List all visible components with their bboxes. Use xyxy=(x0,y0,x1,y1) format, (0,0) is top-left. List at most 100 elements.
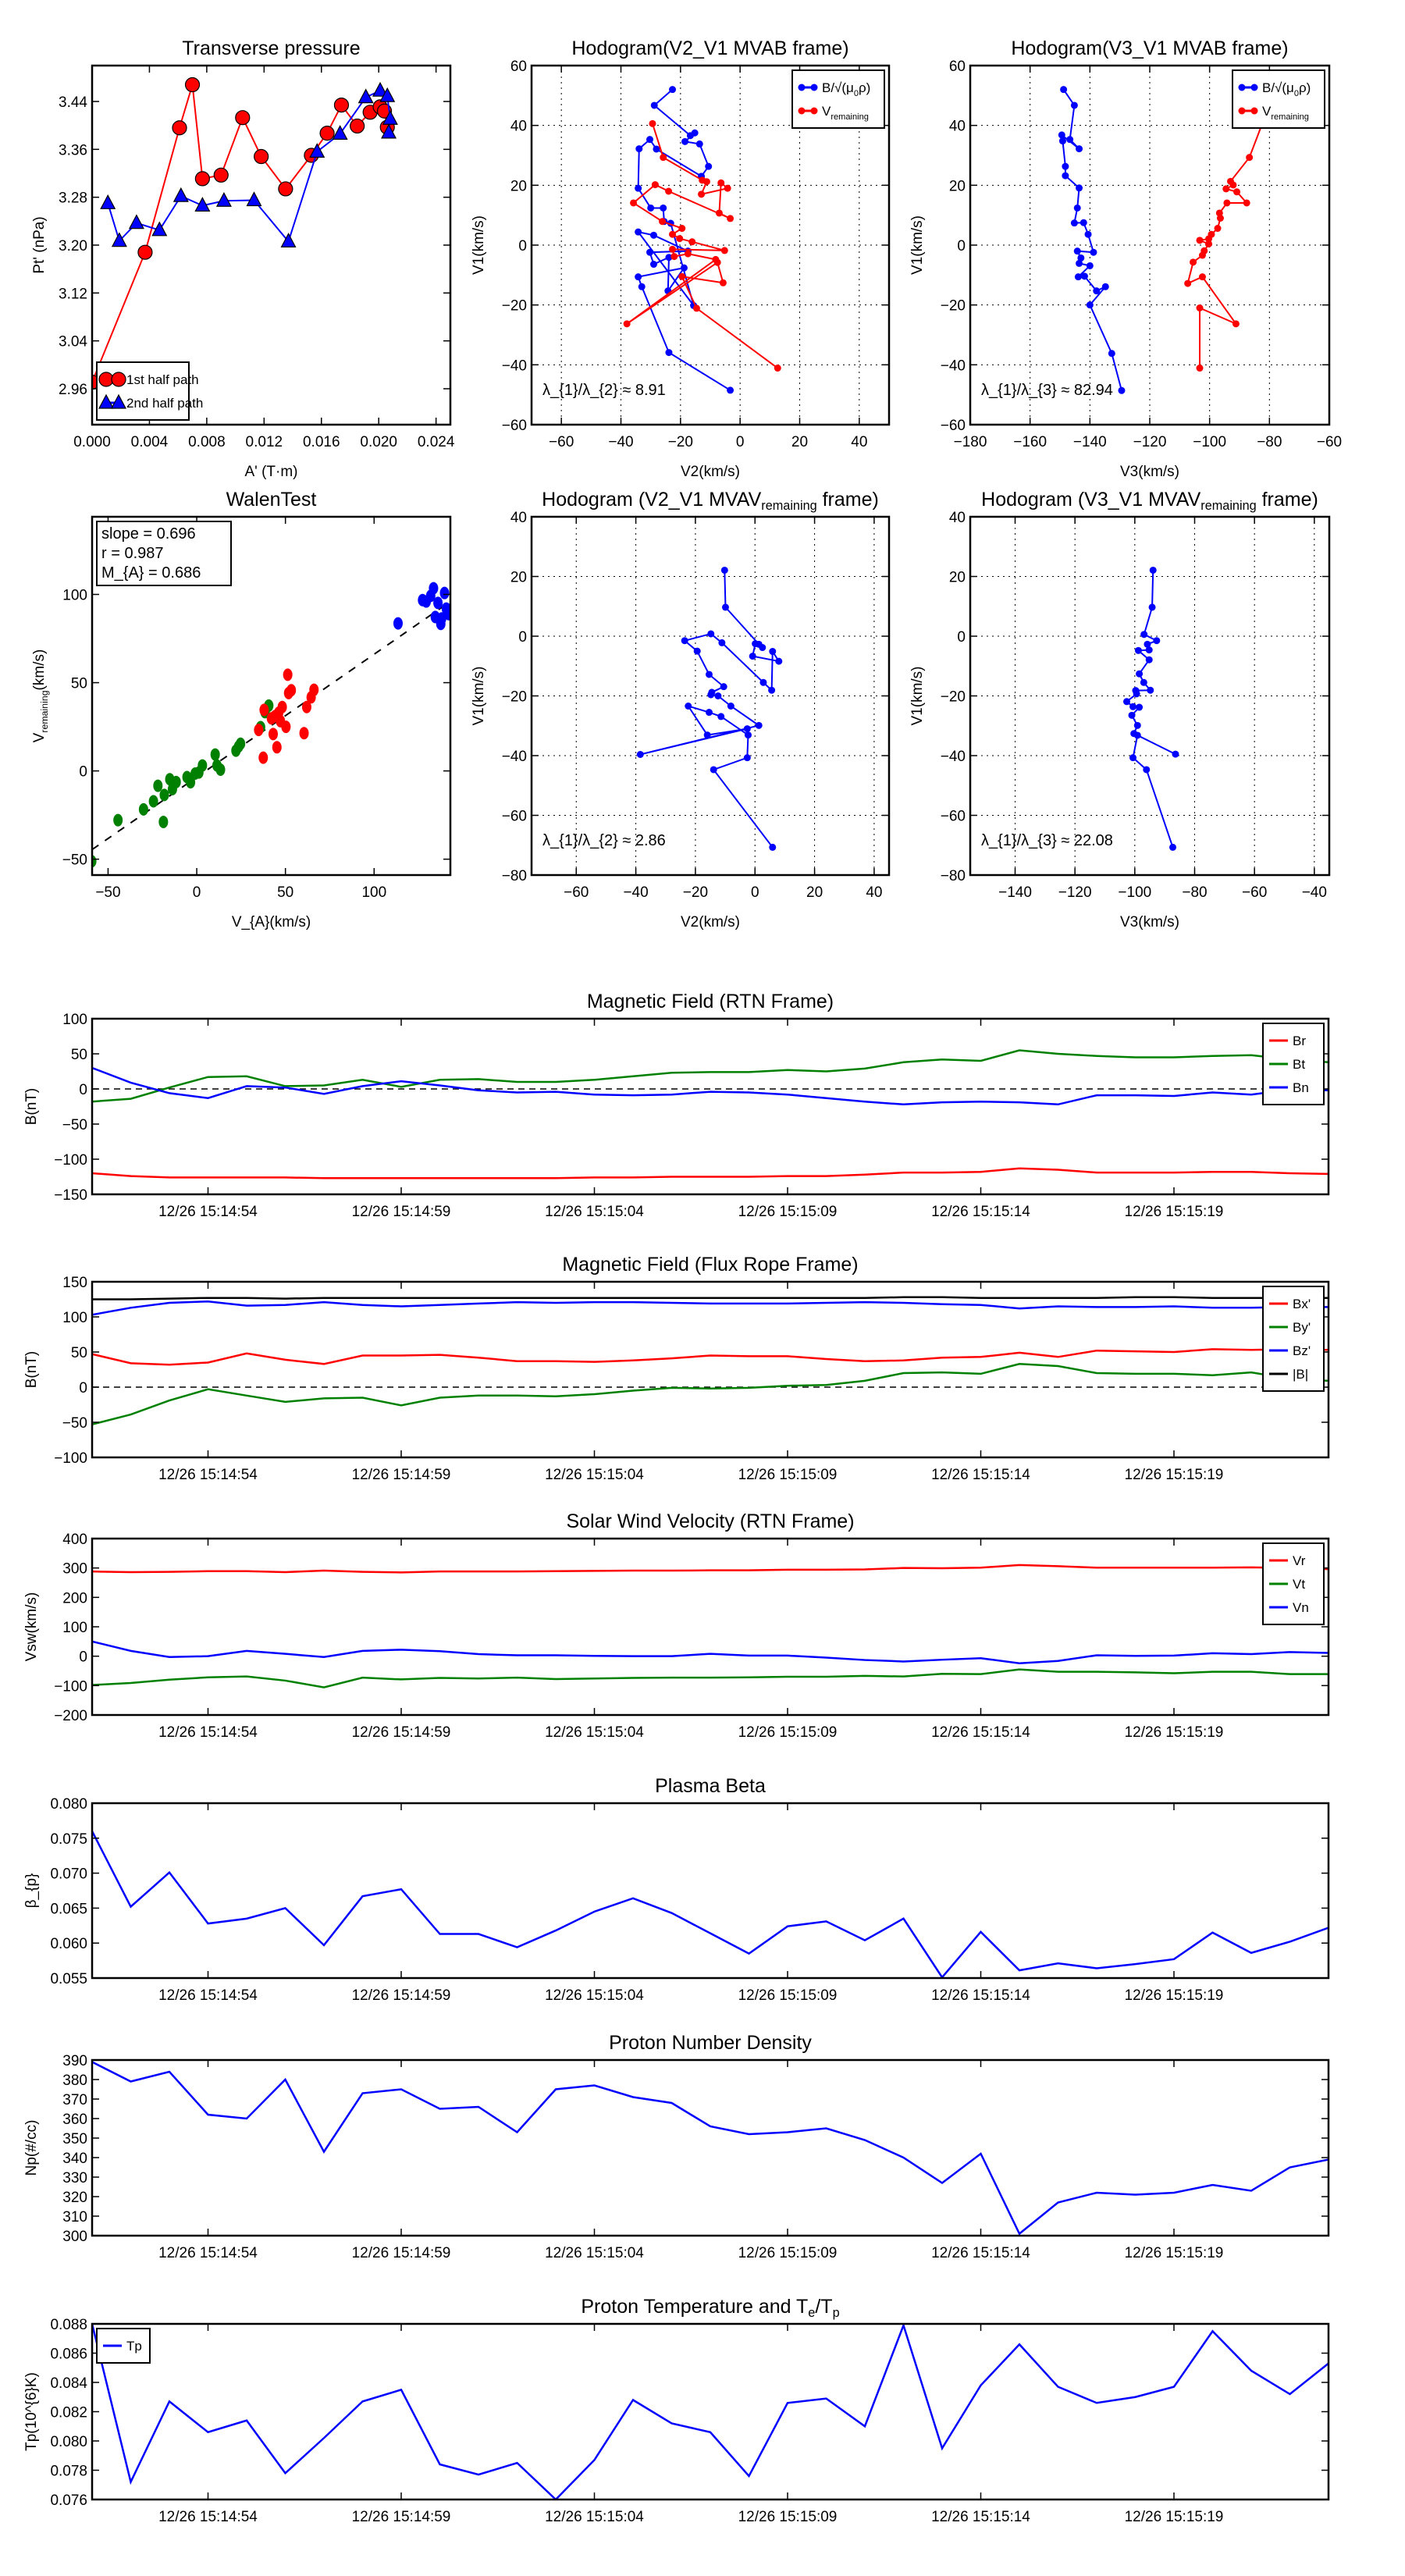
y-tick-label: 0.082 xyxy=(50,2405,87,2421)
data-point xyxy=(749,653,756,660)
data-point xyxy=(210,748,220,761)
x-axis-label: V2(km/s) xyxy=(681,914,740,930)
data-point xyxy=(153,779,163,792)
y-tick-label: 3.28 xyxy=(59,190,87,207)
data-point xyxy=(684,250,692,258)
data-point xyxy=(724,184,731,192)
data-point xyxy=(299,727,309,740)
data-point xyxy=(680,264,688,272)
y-tick-label: 0.070 xyxy=(50,1866,87,1883)
data-point xyxy=(1205,240,1213,247)
data-point xyxy=(379,87,396,102)
data-point xyxy=(1232,320,1240,328)
data-point xyxy=(669,230,677,238)
chart-3: −50 0 50 100 −50 0 50 100 WalenTest V_{A}(km/s) Vr… xyxy=(31,489,452,930)
x-tick-label: 12/26 15:15:04 xyxy=(545,2509,644,2525)
legend-frame xyxy=(96,361,190,421)
data-point xyxy=(128,214,144,229)
series-line xyxy=(92,1296,1329,1300)
x-axis-label: V2(km/s) xyxy=(681,464,740,480)
data-point xyxy=(1172,750,1179,758)
series-bx xyxy=(92,1348,1329,1366)
y-tick-label: 0 xyxy=(518,238,527,254)
x-tick-label: 0 xyxy=(193,884,201,901)
chart-title: Hodogram (V3_V1 MVAVremaining​ frame) xyxy=(981,489,1318,513)
legend-marker xyxy=(1238,84,1246,91)
y-axis-label: V1(km/s) xyxy=(471,215,487,275)
data-point xyxy=(1084,230,1092,238)
data-point xyxy=(692,304,700,312)
legend-marker xyxy=(1238,107,1246,115)
data-point xyxy=(1134,646,1142,654)
x-tick-label: 12/26 15:14:54 xyxy=(158,1204,258,1220)
y-tick-label: 0.065 xyxy=(50,1901,87,1917)
data-point xyxy=(1070,101,1078,109)
x-tick-label: 12/26 15:15:19 xyxy=(1125,1204,1224,1220)
plot-marks xyxy=(636,566,783,851)
y-tick-label: 0 xyxy=(957,238,966,254)
legend-marker xyxy=(98,372,114,387)
data-point xyxy=(727,215,735,222)
data-point xyxy=(660,204,667,212)
chart-title: Proton Number Density xyxy=(609,2032,812,2054)
series-b0 xyxy=(1058,86,1126,394)
data-point xyxy=(676,235,684,243)
x-tick-label: −60 xyxy=(549,434,574,450)
series-vn xyxy=(92,1640,1329,1664)
y-tick-label: 380 xyxy=(62,2073,87,2089)
data-point xyxy=(1073,204,1081,212)
data-point xyxy=(194,197,211,212)
y-tick-label: 0.088 xyxy=(50,2317,87,2333)
plot-area xyxy=(92,1019,1329,1194)
data-point xyxy=(660,154,667,162)
data-point xyxy=(1074,273,1082,281)
data-point xyxy=(636,750,644,758)
legend-frame xyxy=(791,69,885,129)
x-axis-label: V_{A}(km/s) xyxy=(232,914,311,930)
x-tick-label: 12/26 15:15:04 xyxy=(545,1204,644,1220)
x-axis-label: A' (T·m) xyxy=(245,464,298,480)
data-point xyxy=(769,648,777,656)
data-point xyxy=(743,725,751,733)
legend-frame xyxy=(96,2328,151,2364)
y-tick-label: 40 xyxy=(510,119,527,135)
y-tick-label: 0.080 xyxy=(50,1796,87,1813)
legend-label: Bt xyxy=(1293,1057,1305,1072)
y-tick-label: 0 xyxy=(79,1082,87,1098)
data-point xyxy=(1143,766,1151,774)
data-point xyxy=(759,678,767,686)
data-point xyxy=(1216,215,1224,222)
data-point xyxy=(301,700,311,713)
plot-marks xyxy=(92,582,450,868)
y-tick-label: 100 xyxy=(62,1310,87,1326)
data-point xyxy=(1133,731,1141,739)
x-tick-label: 12/26 15:15:04 xyxy=(545,2245,644,2261)
y-axis-label: Pt' (nPa) xyxy=(31,216,48,273)
data-point xyxy=(1101,283,1109,290)
legend-label: Vr xyxy=(1293,1553,1306,1568)
data-point xyxy=(1153,637,1161,645)
chart-2: −180 −160 −140 −120 −100 −80 −60 −60 −40 −20 0 20 40… xyxy=(909,37,1342,480)
data-point xyxy=(705,162,713,170)
data-point xyxy=(272,741,282,754)
data-point xyxy=(646,136,654,144)
y-tick-label: 60 xyxy=(510,59,527,75)
chart-10: 12/26 15:14:54 12/26 15:14:59 12/26 15:15:… xyxy=(23,2032,1330,2261)
y-tick-label: 0.060 xyxy=(50,1936,87,1952)
legend-label: 1st half path xyxy=(126,372,199,387)
legend-marker xyxy=(798,107,806,115)
x-tick-label: −180 xyxy=(954,434,987,450)
chart-title: Proton Temperature and Te​/Tp​ xyxy=(581,2296,839,2320)
data-point xyxy=(719,279,727,286)
data-point xyxy=(705,709,713,717)
x-tick-label: 12/26 15:15:14 xyxy=(931,1204,1030,1220)
data-point xyxy=(705,671,713,678)
series-vr xyxy=(92,1564,1329,1574)
data-point xyxy=(720,247,728,254)
y-tick-label: 3.20 xyxy=(59,238,87,254)
data-point xyxy=(665,349,673,357)
legend-marker xyxy=(111,393,126,409)
chart-11: 12/26 15:14:54 12/26 15:14:59 12/26 15:15:… xyxy=(23,2296,1330,2525)
data-point xyxy=(720,566,728,574)
y-tick-label: −60 xyxy=(502,418,527,434)
